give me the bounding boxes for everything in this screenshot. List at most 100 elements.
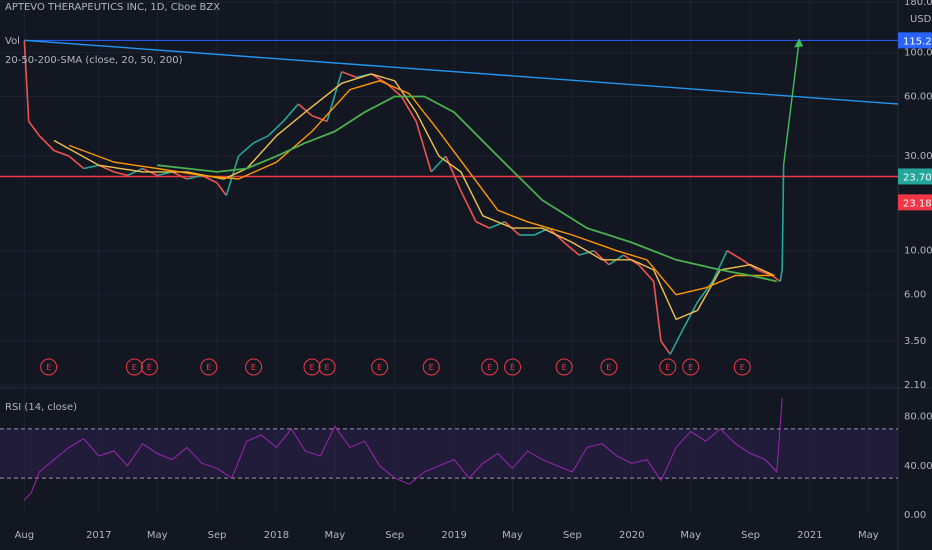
price-tag-bg xyxy=(898,168,932,185)
earnings-marker-label[interactable]: E xyxy=(206,363,211,372)
time-tick-label: Aug xyxy=(15,530,35,541)
earnings-marker-circle[interactable] xyxy=(125,358,143,376)
earnings-marker-circle[interactable] xyxy=(504,358,522,376)
rsi-line xyxy=(23,398,783,501)
price-segment xyxy=(637,264,655,282)
time-tick-label: 2021 xyxy=(797,530,822,541)
price-segment xyxy=(23,40,30,122)
earnings-marker-label[interactable]: E xyxy=(309,363,314,372)
axes: 180.00 100.00 60.00 30.00 10.00 6.00 3.50 2.10 U… xyxy=(15,0,932,541)
price-segment xyxy=(201,174,218,184)
rsi-tick-label: 0.00 xyxy=(904,510,926,521)
price-tick-label: 180.00 xyxy=(904,0,932,8)
earnings-marker-label[interactable]: E xyxy=(46,363,51,372)
earnings-marker-circle[interactable] xyxy=(140,358,158,376)
price-segment xyxy=(779,269,783,282)
trendline-line xyxy=(24,39,899,105)
price-segment xyxy=(563,241,580,256)
earnings-marker-circle[interactable] xyxy=(555,358,573,376)
time-tick-label: 2017 xyxy=(86,530,111,541)
price-segment xyxy=(267,120,284,137)
price-tick-label: 10.00 xyxy=(904,246,932,257)
price-tags: 115.28 23.70 23.18 xyxy=(898,32,932,211)
time-tick-label: Sep xyxy=(741,530,760,541)
time-tick-label: 2020 xyxy=(619,530,644,541)
price-segment xyxy=(682,301,699,330)
sma-legend[interactable]: 20-50-200-SMA (close, 20, 50, 200) xyxy=(5,55,183,66)
price-segment xyxy=(696,280,714,303)
price-segment xyxy=(726,250,743,261)
price-segment xyxy=(53,149,70,157)
earnings-marker-label[interactable]: E xyxy=(606,363,611,372)
price-segment xyxy=(127,167,143,177)
earnings-marker-label[interactable]: E xyxy=(251,363,256,372)
price-segment xyxy=(669,329,684,355)
earnings-marker-circle[interactable] xyxy=(600,358,618,376)
price-tag-label: 115.28 xyxy=(903,36,932,47)
time-tick-label: May xyxy=(858,530,879,541)
earnings-marker-circle[interactable] xyxy=(659,358,677,376)
earnings-marker-circle[interactable] xyxy=(422,358,440,376)
earnings-marker-label[interactable]: E xyxy=(377,363,382,372)
price-segment xyxy=(98,164,115,173)
price-segment xyxy=(771,274,781,283)
earnings-marker-label[interactable]: E xyxy=(429,363,434,372)
price-segment xyxy=(282,103,299,122)
projection-arrowhead xyxy=(794,38,804,48)
time-tick-label: May xyxy=(680,530,701,541)
vol-legend[interactable]: Vol xyxy=(5,36,20,47)
rsi-band xyxy=(0,428,898,479)
price-segment xyxy=(186,174,203,180)
earnings-marker-label[interactable]: E xyxy=(147,363,152,372)
earnings-marker-label[interactable]: E xyxy=(132,363,137,372)
earnings-marker-label[interactable]: E xyxy=(688,363,693,372)
price-segment xyxy=(237,142,255,157)
price-segment xyxy=(38,135,55,152)
earnings-marker-label[interactable]: E xyxy=(325,363,330,372)
rsi-band-fill xyxy=(0,428,898,479)
price-segment xyxy=(68,155,85,170)
price-segment xyxy=(711,250,728,282)
price-segment xyxy=(652,281,662,342)
price-segment xyxy=(297,103,313,117)
earnings-marker-label[interactable]: E xyxy=(487,363,492,372)
price-tick-label: 6.00 xyxy=(904,290,926,301)
earnings-marker-circle[interactable] xyxy=(200,358,218,376)
price-tick-label: 3.50 xyxy=(904,336,926,347)
time-tick-label: May xyxy=(325,530,346,541)
time-tick-label: Sep xyxy=(208,530,227,541)
earnings-marker-circle[interactable] xyxy=(371,358,389,376)
price-tag-bg xyxy=(898,32,932,49)
earnings-marker-circle[interactable] xyxy=(40,358,58,376)
earnings-marker-circle[interactable] xyxy=(733,358,751,376)
200-sma-line xyxy=(157,95,777,283)
price-segment xyxy=(171,171,188,180)
time-tick-label: 2018 xyxy=(264,530,289,541)
earnings-marker-circle[interactable] xyxy=(245,358,263,376)
earnings-marker-circle[interactable] xyxy=(318,358,336,376)
price-segment xyxy=(489,221,506,229)
time-tick-label: Sep xyxy=(563,530,582,541)
price-segment xyxy=(400,96,417,122)
earnings-marker-label[interactable]: E xyxy=(510,363,515,372)
time-tick-label: May xyxy=(502,530,523,541)
earnings-marker-label[interactable]: E xyxy=(740,363,745,372)
rsi-legend[interactable]: RSI (14, close) xyxy=(5,402,78,413)
earnings-marker-circle[interactable] xyxy=(682,358,700,376)
price-segment xyxy=(593,250,610,266)
price-tick-label: 30.00 xyxy=(904,151,932,162)
earnings-marker-label[interactable]: E xyxy=(665,363,670,372)
price-segment xyxy=(341,71,358,79)
rsi-tick-label: 80.00 xyxy=(904,412,932,423)
price-segment xyxy=(216,182,227,196)
earnings-marker-circle[interactable] xyxy=(303,358,321,376)
price-segment xyxy=(660,340,671,355)
price-tick-label: 2.10 xyxy=(904,380,926,391)
earnings-marker-circle[interactable] xyxy=(481,358,499,376)
symbol-title[interactable]: APTEVO THERAPEUTICS INC, 1D, Cboe BZX xyxy=(5,2,221,13)
price-tick-label: 100.00 xyxy=(904,48,932,59)
time-tick-label: Sep xyxy=(385,530,404,541)
earnings-marker-label[interactable]: E xyxy=(562,363,567,372)
